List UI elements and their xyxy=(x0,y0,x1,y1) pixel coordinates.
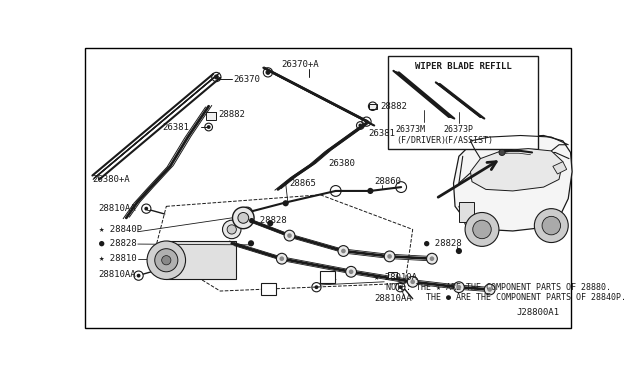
Circle shape xyxy=(232,207,254,229)
Circle shape xyxy=(465,212,499,246)
Text: WIPER BLADE REFILL: WIPER BLADE REFILL xyxy=(415,62,511,71)
Circle shape xyxy=(365,120,369,124)
Text: 28865: 28865 xyxy=(289,179,316,188)
Polygon shape xyxy=(553,162,566,174)
Bar xyxy=(205,112,216,120)
Circle shape xyxy=(367,188,373,194)
Text: A: A xyxy=(324,273,330,282)
Text: 26373P
(F/ASSIST): 26373P (F/ASSIST) xyxy=(444,125,493,145)
Text: 28810AA: 28810AA xyxy=(99,270,136,279)
Text: ● 28828: ● 28828 xyxy=(424,239,462,248)
Circle shape xyxy=(314,285,318,289)
Circle shape xyxy=(223,220,241,239)
Circle shape xyxy=(137,274,141,278)
Bar xyxy=(459,202,474,222)
Circle shape xyxy=(147,241,186,279)
Circle shape xyxy=(429,256,435,261)
Bar xyxy=(166,241,236,279)
Text: 28882: 28882 xyxy=(380,102,407,111)
Circle shape xyxy=(488,287,492,292)
Circle shape xyxy=(387,254,392,259)
Circle shape xyxy=(214,75,218,79)
Circle shape xyxy=(162,256,171,265)
Text: ★ 28010A: ★ 28010A xyxy=(374,273,417,282)
Circle shape xyxy=(207,125,211,129)
Text: 28810AA: 28810AA xyxy=(99,204,136,213)
Circle shape xyxy=(534,209,568,243)
Text: ● 28828: ● 28828 xyxy=(99,239,136,248)
FancyBboxPatch shape xyxy=(319,271,335,283)
Text: 28810AA: 28810AA xyxy=(374,294,412,303)
Text: J28800A1: J28800A1 xyxy=(516,308,559,317)
Text: 26380+A: 26380+A xyxy=(92,175,130,184)
Text: 26370+A: 26370+A xyxy=(282,60,319,69)
Circle shape xyxy=(267,220,273,226)
Circle shape xyxy=(542,217,561,235)
Circle shape xyxy=(248,240,254,246)
Circle shape xyxy=(338,246,349,256)
Polygon shape xyxy=(454,135,572,231)
Circle shape xyxy=(349,269,353,274)
Circle shape xyxy=(287,233,292,238)
FancyBboxPatch shape xyxy=(261,283,276,295)
Polygon shape xyxy=(470,148,563,191)
Circle shape xyxy=(384,251,395,262)
Circle shape xyxy=(456,248,462,254)
Circle shape xyxy=(484,284,495,295)
Circle shape xyxy=(427,253,437,264)
Text: THE ● ARE THE COMPONENT PARTS OF 28840P.: THE ● ARE THE COMPONENT PARTS OF 28840P. xyxy=(386,293,626,302)
Circle shape xyxy=(341,249,346,253)
Text: 28860: 28860 xyxy=(374,177,401,186)
Bar xyxy=(369,104,376,109)
Circle shape xyxy=(499,150,505,155)
Circle shape xyxy=(358,124,362,128)
Text: ● 28828: ● 28828 xyxy=(250,216,287,225)
Circle shape xyxy=(227,225,236,234)
Circle shape xyxy=(145,207,148,211)
Text: ★ 28840P: ★ 28840P xyxy=(99,225,141,234)
Text: NOTE: THE ★ ARE THE COMPONENT PARTS OF 28880.: NOTE: THE ★ ARE THE COMPONENT PARTS OF 2… xyxy=(386,283,611,292)
Text: A: A xyxy=(266,284,271,293)
Circle shape xyxy=(473,220,492,239)
Text: 26381: 26381 xyxy=(163,122,189,132)
Text: 26370: 26370 xyxy=(234,75,260,84)
Bar xyxy=(388,56,538,148)
Text: 28882: 28882 xyxy=(219,110,246,119)
Text: 26373M
(F/DRIVER): 26373M (F/DRIVER) xyxy=(396,125,445,145)
Circle shape xyxy=(407,276,418,287)
Circle shape xyxy=(155,249,178,272)
Circle shape xyxy=(346,266,356,277)
Bar xyxy=(388,272,397,278)
Circle shape xyxy=(283,200,289,206)
Circle shape xyxy=(280,256,284,261)
Circle shape xyxy=(266,70,270,74)
Text: 26381: 26381 xyxy=(368,129,395,138)
Circle shape xyxy=(454,282,464,293)
Circle shape xyxy=(410,279,415,284)
Text: ★ 28810: ★ 28810 xyxy=(99,254,136,263)
Circle shape xyxy=(238,212,249,223)
Circle shape xyxy=(399,285,403,289)
Circle shape xyxy=(456,285,461,289)
Text: 26380: 26380 xyxy=(328,160,355,169)
Circle shape xyxy=(276,253,287,264)
Circle shape xyxy=(284,230,295,241)
